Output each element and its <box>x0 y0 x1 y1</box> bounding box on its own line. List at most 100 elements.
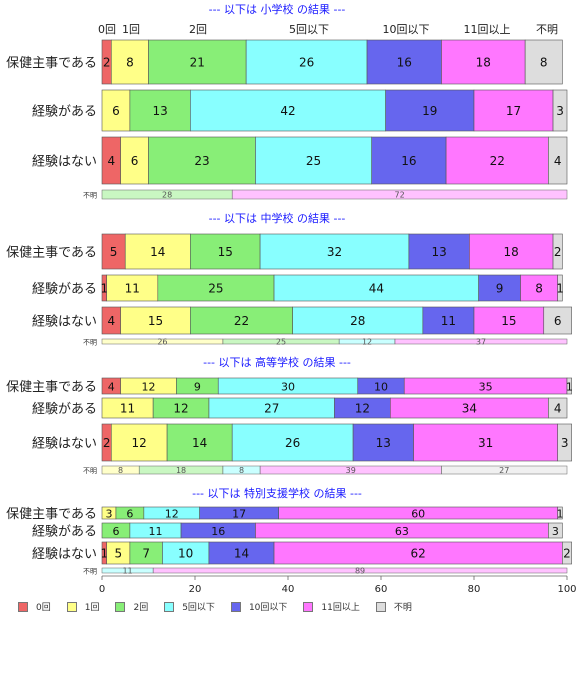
bar-segment <box>120 136 149 185</box>
bar-segment <box>120 306 191 335</box>
unknown-bar-data-label: 18 <box>176 466 186 475</box>
bar-segment <box>552 89 568 132</box>
bar-data-label: 1 <box>101 547 109 561</box>
bar-data-label: 15 <box>218 245 233 259</box>
bar-data-label: 3 <box>105 508 112 521</box>
bar-data-label: 23 <box>194 154 209 168</box>
unknown-bar-segment <box>394 338 568 345</box>
bar-data-label: 62 <box>411 547 426 561</box>
row-label: 経験はない <box>32 547 97 562</box>
bar-data-label: 17 <box>232 508 246 521</box>
bar-data-label: 16 <box>401 154 416 168</box>
bar-data-label: 4 <box>107 154 115 168</box>
unknown-row-label: 不明 <box>83 467 97 475</box>
bar-segment <box>422 306 475 335</box>
row-label: 保健主事である <box>6 380 97 395</box>
legend-swatch <box>18 601 28 612</box>
bar-data-label: 14 <box>192 436 207 450</box>
bar-data-label: 35 <box>479 381 493 394</box>
bar-data-label: 2 <box>563 547 571 561</box>
bar-segment <box>548 397 568 419</box>
legend-label: 不明 <box>393 603 412 613</box>
x-axis-tick-label: 60 <box>375 584 388 595</box>
bar-data-label: 42 <box>280 104 295 118</box>
legend-item: 11回以上 <box>303 600 360 613</box>
row-label: 経験がある <box>32 282 97 297</box>
bar-segment <box>473 89 554 132</box>
bar-segment <box>273 274 479 302</box>
unknown-bar-segment <box>231 189 568 200</box>
bar-data-label: 8 <box>540 56 548 70</box>
unknown-bar-data-label: 11 <box>122 567 132 576</box>
bar-segment <box>190 306 293 335</box>
bar-data-label: 14 <box>150 245 165 259</box>
bar-data-label: 19 <box>422 104 437 118</box>
bar-data-label: 8 <box>126 56 134 70</box>
category-header-label: 10回以下 <box>383 23 430 36</box>
bar-data-label: 1 <box>556 282 564 296</box>
unknown-row-label: 不明 <box>83 339 97 347</box>
bar-data-label: 12 <box>355 402 370 416</box>
legend-label: 2回 <box>133 603 149 613</box>
row-label: 保健主事である <box>6 507 97 522</box>
bar-segment <box>473 306 545 335</box>
bar-data-label: 13 <box>431 245 446 259</box>
bar-data-label: 6 <box>554 314 562 328</box>
bar-segment <box>566 377 572 395</box>
bar-data-label: 16 <box>211 525 225 538</box>
legend-label: 5回以下 <box>182 603 215 613</box>
row-label: 保健主事である <box>6 56 97 71</box>
bar-data-label: 4 <box>554 154 562 168</box>
bar-segment <box>148 136 256 185</box>
bar-segment <box>557 506 563 520</box>
bar-data-label: 7 <box>142 547 150 561</box>
bar-data-label: 2 <box>103 436 111 450</box>
bar-segment <box>259 233 410 270</box>
bar-data-label: 17 <box>506 104 521 118</box>
bar-data-label: 6 <box>112 525 119 538</box>
bar-data-label: 32 <box>327 245 342 259</box>
bar-segment <box>441 39 526 85</box>
bar-segment <box>190 89 386 132</box>
legend-label: 10回以下 <box>248 603 288 613</box>
panel-title: --- 以下は 中学校 の結果 --- <box>209 211 346 225</box>
bar-data-label: 22 <box>234 314 249 328</box>
bar-segment <box>231 423 354 462</box>
bar-data-label: 9 <box>496 282 504 296</box>
bar-data-label: 3 <box>552 525 559 538</box>
row-label: 経験はない <box>32 155 97 170</box>
bar-data-label: 4 <box>554 402 562 416</box>
bar-data-label: 11 <box>148 525 162 538</box>
bar-segment <box>543 306 572 335</box>
bar-data-label: 4 <box>108 381 115 394</box>
bar-segment <box>557 423 572 462</box>
bar-data-label: 1 <box>566 381 573 394</box>
panel-title: --- 以下は 小学校 の結果 --- <box>209 2 346 16</box>
legend-label: 11回以上 <box>321 603 360 613</box>
bar-segment <box>129 89 191 132</box>
bar-segment <box>413 423 558 462</box>
bar-data-label: 16 <box>397 56 412 70</box>
unknown-bar-data-label: 27 <box>499 466 509 475</box>
bar-segment <box>166 423 233 462</box>
bar-data-label: 11 <box>125 282 140 296</box>
bar-data-label: 6 <box>126 508 133 521</box>
bar-data-label: 2 <box>554 245 562 259</box>
bar-data-label: 12 <box>165 508 179 521</box>
row-label: 経験がある <box>32 525 97 540</box>
category-header-label: 11回以上 <box>464 23 511 36</box>
bar-segment <box>548 136 568 185</box>
unknown-row-label: 不明 <box>83 568 97 576</box>
bar-data-label: 9 <box>194 381 201 394</box>
bar-data-label: 11 <box>120 402 135 416</box>
category-header-label: 1回 <box>122 23 140 36</box>
bar-segment <box>255 136 372 185</box>
panel-title: --- 以下は 高等学校 の結果 --- <box>203 355 351 369</box>
legend-swatch <box>66 601 77 612</box>
unknown-bar-data-label: 89 <box>355 567 365 576</box>
panel-title: --- 以下は 特別支援学校 の結果 --- <box>192 486 362 500</box>
bar-data-label: 5 <box>110 245 118 259</box>
legend-item: 1回 <box>66 600 99 613</box>
bar-data-label: 14 <box>234 547 249 561</box>
